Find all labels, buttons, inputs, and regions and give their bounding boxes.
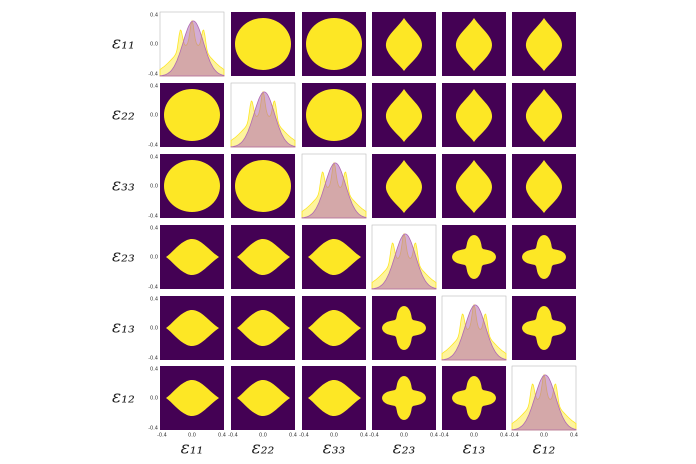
contour-shape [308, 309, 361, 347]
y-tick-label: 0.4 [150, 367, 158, 373]
x-tick-label: 0.4 [360, 433, 368, 439]
density-area [230, 91, 296, 148]
contour-shape [166, 309, 219, 347]
contour-shape [385, 89, 423, 142]
contour-shape [382, 306, 426, 350]
x-tick-label: -0.4 [509, 433, 519, 439]
row-label: ε₃₃ [112, 176, 135, 196]
row-label: ε₂₂ [112, 105, 135, 125]
y-tick-label: 0.4 [150, 297, 158, 303]
density-area [511, 374, 577, 431]
contour-shape [235, 18, 291, 70]
x-tick-label: 0.0 [540, 433, 548, 439]
density-area [441, 304, 507, 361]
contour-shape [237, 309, 290, 347]
contour-shape [525, 18, 563, 71]
contour-shape [455, 160, 493, 213]
contour-shape [455, 89, 493, 142]
column-label: ε₁₁ [181, 439, 204, 459]
x-tick-label: 0.0 [259, 433, 267, 439]
contour-shape [164, 160, 220, 212]
column-label: ε₃₃ [323, 439, 346, 459]
x-tick-label: 0.0 [470, 433, 478, 439]
x-tick-label: 0.0 [188, 433, 196, 439]
y-tick-label: -0.4 [148, 356, 158, 362]
contour-shape [525, 89, 563, 142]
contour-shape [164, 89, 220, 141]
contour-shape [306, 18, 362, 70]
contour-shape [455, 18, 493, 71]
y-tick-label: -0.4 [148, 72, 158, 78]
contour-shape [237, 379, 290, 417]
column-label: ε₂₂ [252, 439, 275, 459]
contour-shape [308, 238, 361, 276]
x-tick-label: 0.0 [400, 433, 408, 439]
contour-shape [525, 160, 563, 213]
y-tick-label: 0.0 [150, 184, 158, 190]
contour-shape [522, 306, 566, 350]
column-label: ε₁₂ [533, 439, 556, 459]
contour-shape [385, 160, 423, 213]
y-tick-label: 0.0 [150, 326, 158, 332]
y-tick-label: 0.0 [150, 113, 158, 119]
y-tick-label: -0.4 [148, 143, 158, 149]
contour-shape [235, 160, 291, 212]
density-area [301, 162, 367, 219]
x-tick-label: 0.4 [500, 433, 508, 439]
y-tick-label: 0.4 [150, 13, 158, 19]
density-area [159, 20, 225, 77]
x-tick-label: 0.4 [430, 433, 438, 439]
y-tick-label: -0.4 [148, 426, 158, 432]
x-tick-label: 0.4 [289, 433, 297, 439]
contour-shape [382, 376, 426, 420]
contour-shape [452, 376, 496, 420]
density-area [371, 233, 437, 290]
y-tick-label: -0.4 [148, 285, 158, 291]
x-tick-label: -0.4 [299, 433, 309, 439]
contour-shape [306, 89, 362, 141]
row-label: ε₁₁ [112, 34, 135, 54]
contour-shape [237, 238, 290, 276]
column-label: ε₂₃ [393, 439, 416, 459]
column-label: ε₁₃ [463, 439, 486, 459]
x-tick-label: -0.4 [228, 433, 238, 439]
contour-shape [308, 379, 361, 417]
y-tick-label: 0.4 [150, 226, 158, 232]
x-tick-label: -0.4 [439, 433, 449, 439]
contour-shape [166, 379, 219, 417]
row-label: ε₁₃ [112, 318, 135, 338]
x-tick-label: -0.4 [157, 433, 167, 439]
y-tick-label: 0.0 [150, 396, 158, 402]
contour-shape [385, 18, 423, 71]
x-tick-label: -0.4 [369, 433, 379, 439]
y-tick-label: 0.4 [150, 155, 158, 161]
contour-shape [452, 235, 496, 279]
y-tick-label: 0.4 [150, 84, 158, 90]
contour-shape [522, 235, 566, 279]
row-label: ε₁₂ [112, 388, 135, 408]
x-tick-label: 0.4 [570, 433, 578, 439]
y-tick-label: 0.0 [150, 255, 158, 261]
y-tick-label: -0.4 [148, 214, 158, 220]
y-tick-label: 0.0 [150, 42, 158, 48]
x-tick-label: 0.4 [218, 433, 226, 439]
x-tick-label: 0.0 [330, 433, 338, 439]
row-label: ε₂₃ [112, 247, 135, 267]
contour-shape [166, 238, 219, 276]
